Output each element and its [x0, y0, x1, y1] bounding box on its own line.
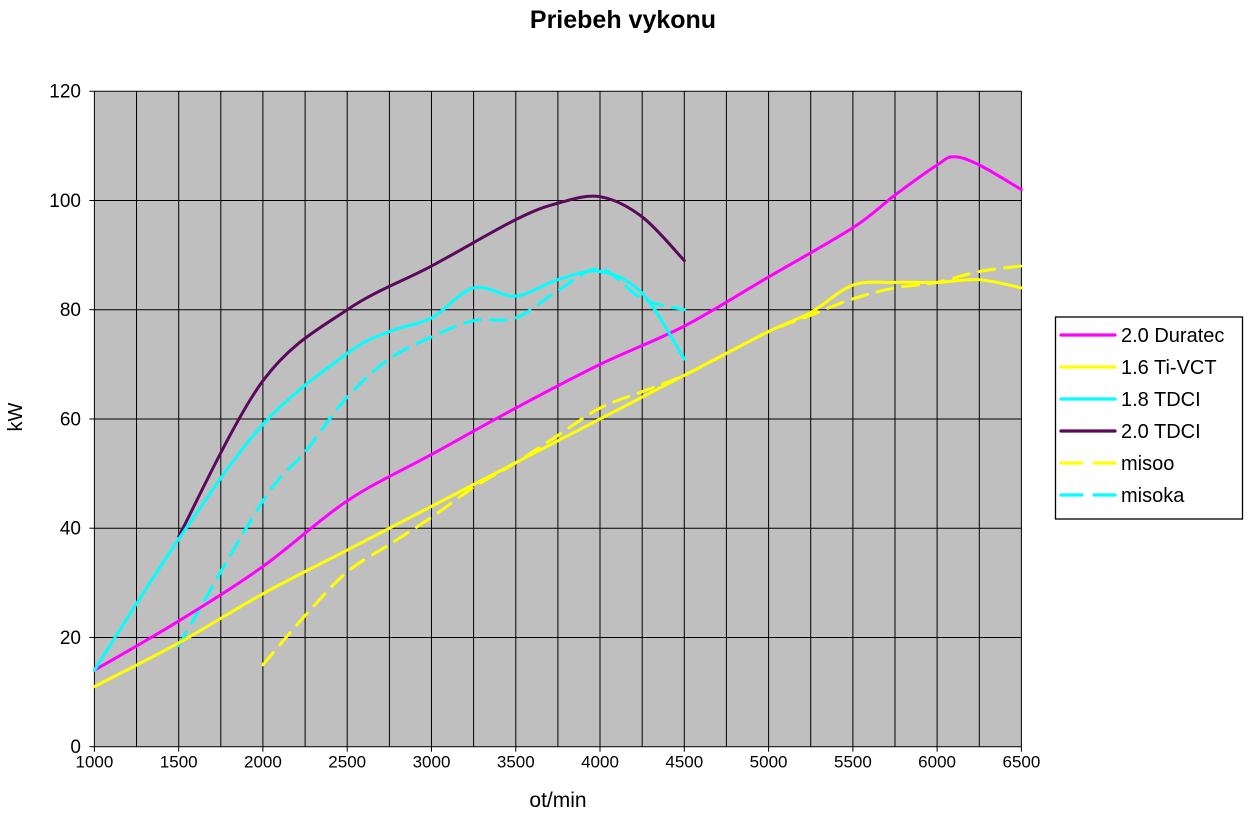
svg-text:kW: kW — [5, 402, 27, 431]
svg-text:3500: 3500 — [497, 753, 535, 772]
svg-text:40: 40 — [60, 519, 81, 540]
svg-text:3000: 3000 — [413, 753, 451, 772]
svg-text:5000: 5000 — [750, 753, 788, 772]
svg-text:2500: 2500 — [328, 753, 366, 772]
svg-text:2.0 Duratec: 2.0 Duratec — [1121, 325, 1224, 347]
svg-text:1.8 TDCI: 1.8 TDCI — [1121, 389, 1201, 411]
svg-text:misoka: misoka — [1121, 485, 1185, 507]
svg-text:4000: 4000 — [581, 753, 619, 772]
svg-text:5500: 5500 — [834, 753, 872, 772]
svg-text:1000: 1000 — [75, 753, 113, 772]
svg-text:misoo: misoo — [1121, 453, 1174, 475]
svg-text:2000: 2000 — [244, 753, 282, 772]
svg-text:4500: 4500 — [665, 753, 703, 772]
svg-text:100: 100 — [49, 191, 81, 212]
svg-text:6500: 6500 — [1002, 753, 1040, 772]
svg-text:20: 20 — [60, 628, 81, 649]
svg-text:1.6 Ti-VCT: 1.6 Ti-VCT — [1121, 357, 1217, 379]
svg-text:ot/min: ot/min — [529, 789, 586, 812]
svg-text:6000: 6000 — [918, 753, 956, 772]
svg-text:60: 60 — [60, 409, 81, 430]
svg-text:2.0 TDCI: 2.0 TDCI — [1121, 421, 1201, 443]
svg-text:120: 120 — [49, 82, 81, 103]
svg-text:1500: 1500 — [160, 753, 198, 772]
svg-text:Priebeh vykonu: Priebeh vykonu — [530, 6, 716, 34]
svg-text:80: 80 — [60, 300, 81, 321]
